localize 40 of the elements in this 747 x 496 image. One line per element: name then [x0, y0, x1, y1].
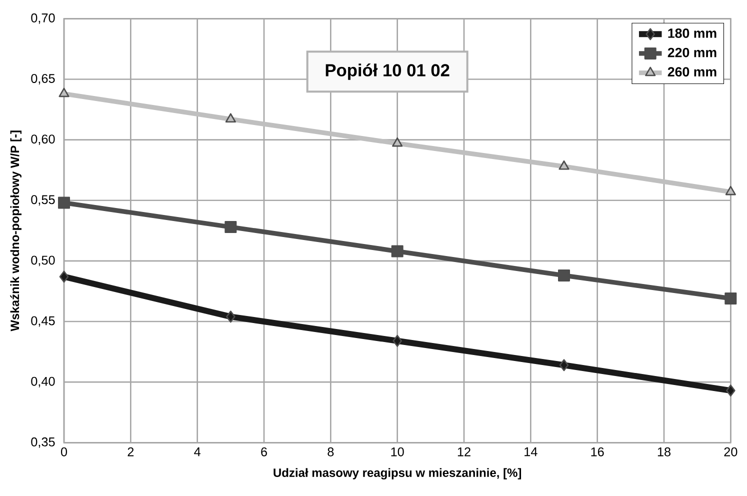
- y-tick-label: 0,55: [31, 195, 55, 206]
- point: [559, 359, 569, 372]
- point: [558, 160, 570, 170]
- x-tick-label: 12: [458, 447, 470, 456]
- y-axis-title: Wskaźnik wodno-popiołowy W/P [-]: [10, 130, 22, 332]
- x-tick-label: 2: [128, 447, 134, 456]
- point: [724, 292, 737, 304]
- y-tick-label: 0,65: [31, 74, 55, 84]
- y-tick-label: 0,35: [31, 437, 55, 448]
- point: [58, 88, 70, 98]
- point: [224, 221, 237, 234]
- point: [391, 245, 404, 258]
- x-tick-label: 6: [261, 447, 267, 456]
- x-tick-label: 10: [391, 447, 404, 456]
- point: [725, 186, 736, 196]
- point: [726, 384, 736, 397]
- point: [392, 334, 402, 347]
- x-tick-label: 0: [60, 447, 68, 456]
- y-tick-label: 0,40: [31, 376, 55, 388]
- legend-label: 180 mm: [668, 28, 716, 38]
- x-tick-label: 4: [194, 447, 200, 456]
- x-tick-label: 14: [524, 447, 538, 456]
- legend-label: 220 mm: [668, 48, 716, 58]
- y-tick-label: 0,45: [31, 316, 55, 327]
- point: [558, 269, 570, 282]
- x-tick-label: 18: [658, 447, 670, 456]
- point: [58, 196, 70, 209]
- y-tick-label: 0,50: [31, 256, 55, 266]
- point: [392, 137, 403, 147]
- x-tick-label: 8: [328, 447, 334, 456]
- y-tick-label: 0,60: [31, 134, 55, 146]
- y-tick-label: 0,70: [31, 13, 55, 24]
- point: [226, 310, 236, 323]
- point: [225, 113, 236, 123]
- legend-label: 260 mm: [668, 67, 716, 77]
- x-axis-title: Udział masowy reagipsu w mieszaninie, [%]: [274, 468, 522, 480]
- point: [59, 270, 69, 283]
- x-tick-label: 20: [724, 447, 738, 456]
- x-tick-label: 16: [591, 447, 604, 456]
- text: Popiół 10 01 02: [326, 64, 450, 80]
